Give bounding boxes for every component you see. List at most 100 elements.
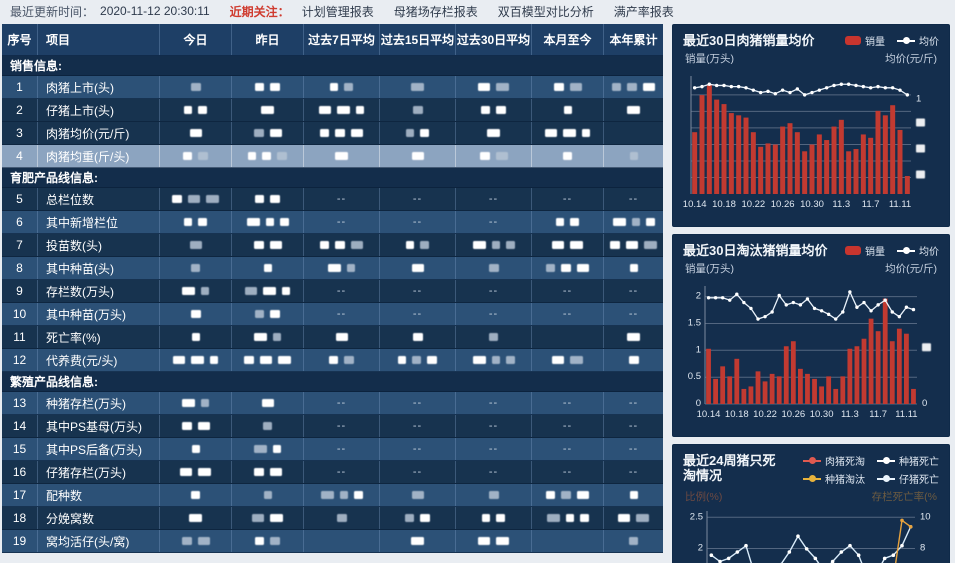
table-row[interactable]: 6 其中新增栏位 -- -- -- <box>2 211 663 234</box>
table-row[interactable]: 18 分娩窝数 <box>2 507 663 530</box>
data-cell <box>232 349 304 371</box>
legend-item[interactable]: 均价 <box>897 243 939 258</box>
data-cell <box>380 507 456 529</box>
column-header: 过去7日平均 <box>304 24 380 55</box>
table-row[interactable]: 17 配种数 <box>2 484 663 507</box>
legend-item[interactable]: 肉猪死淘 <box>803 453 865 468</box>
row-number: 16 <box>2 461 38 483</box>
charts-column: 最近30日肉猪销量均价 销量 均价 销量(万头) 均价(元/斤) 1 10.14 10… <box>672 24 950 563</box>
redacted-value-block <box>190 310 201 318</box>
redacted-value-block <box>478 83 490 91</box>
redacted-value-block <box>198 152 208 160</box>
table-row-selected[interactable]: 4 肉猪均重(斤/头) <box>2 145 663 168</box>
redacted-value-block <box>191 333 200 341</box>
link-model-compare[interactable]: 双百模型对比分析 <box>497 4 594 19</box>
table-row[interactable]: 16 仔猪存栏(万头) -- -- -- -- -- <box>2 461 663 484</box>
redacted-value-block <box>344 83 353 91</box>
empty-value: -- <box>628 193 639 205</box>
chart-plot: 2.521.510.5108642 <box>683 506 939 563</box>
legend-item[interactable]: 均价 <box>897 33 939 48</box>
row-number: 8 <box>2 257 38 279</box>
table-row[interactable]: 2 仔猪上市(头) <box>2 99 663 122</box>
table-row[interactable]: 15 其中PS后备(万头) -- -- -- -- -- <box>2 438 663 461</box>
data-cell <box>532 530 604 552</box>
empty-value: -- <box>562 308 573 320</box>
table-row[interactable]: 7 投苗数(头) <box>2 234 663 257</box>
data-cell <box>604 122 663 144</box>
redacted-value-block <box>188 195 200 203</box>
data-cell <box>304 507 380 529</box>
topbar: 最近更新时间： 2020-11-12 20:30:11 近期关注： 计划管理报表… <box>0 0 955 22</box>
redacted-value-block <box>546 491 555 499</box>
table-row[interactable]: 5 总栏位数 -- -- -- -- -- <box>2 188 663 211</box>
link-full-capacity-report[interactable]: 满产率报表 <box>613 4 674 19</box>
table-row[interactable]: 9 存栏数(万头) -- -- -- -- -- <box>2 280 663 303</box>
data-cell <box>532 211 604 233</box>
data-cell <box>232 415 304 437</box>
redacted-value-block <box>406 129 414 137</box>
data-cell <box>456 530 532 552</box>
link-plan-report[interactable]: 计划管理报表 <box>301 4 374 19</box>
table-row[interactable]: 3 肉猪均价(元/斤) <box>2 122 663 145</box>
row-number: 11 <box>2 326 38 348</box>
data-cell <box>380 484 456 506</box>
data-cell <box>232 211 304 233</box>
table-row[interactable]: 12 代养费(元/头) <box>2 349 663 372</box>
redacted-value-block <box>269 468 282 476</box>
row-label: 仔猪上市(头) <box>38 99 160 121</box>
row-label: 投苗数(头) <box>38 234 160 256</box>
redacted-value-block <box>255 83 264 91</box>
table-row[interactable]: 8 其中种苗(头) <box>2 257 663 280</box>
table-row[interactable]: 10 其中种苗(万头) -- -- -- -- -- <box>2 303 663 326</box>
redacted-value-block <box>627 106 640 114</box>
legend-item[interactable]: 销量 <box>845 243 885 258</box>
legend-item[interactable]: 仔猪死亡 <box>877 471 939 486</box>
data-cell <box>304 484 380 506</box>
data-cell <box>380 122 456 144</box>
redacted-value-block <box>488 264 499 272</box>
legend-item[interactable]: 销量 <box>845 33 885 48</box>
redacted-value-block <box>406 241 414 249</box>
row-number: 1 <box>2 76 38 98</box>
empty-value: -- <box>488 466 499 478</box>
redacted-value-block <box>610 241 620 249</box>
redacted-value-block <box>563 129 576 137</box>
data-cell <box>456 234 532 256</box>
svg-text:10.26: 10.26 <box>771 199 795 210</box>
data-cell <box>232 461 304 483</box>
row-label: 其中PS基母(万头) <box>38 415 160 437</box>
svg-text:10.18: 10.18 <box>712 199 736 210</box>
redacted-value-block <box>270 310 280 318</box>
table-row[interactable]: 14 其中PS基母(万头) -- -- -- -- -- <box>2 415 663 438</box>
redacted-value-block <box>337 106 350 114</box>
empty-value: -- <box>562 443 573 455</box>
right-axis-label: 均价(元/斤) <box>885 53 937 65</box>
chart-plot: 2 1.5 1 0.5 0 0 10.14 10.18 10.22 10.26 10.30 11.3 1… <box>683 278 939 420</box>
redacted-value-block <box>627 333 640 341</box>
table-row[interactable]: 11 死亡率(%) <box>2 326 663 349</box>
data-cell <box>532 76 604 98</box>
empty-value: -- <box>336 193 347 205</box>
legend-item[interactable]: 种猪死亡 <box>877 453 939 468</box>
row-label: 种猪存栏(万头) <box>38 392 160 414</box>
data-cell: -- <box>304 461 380 483</box>
redacted-value-block <box>481 106 490 114</box>
table-row[interactable]: 13 种猪存栏(万头) -- -- -- -- -- <box>2 392 663 415</box>
legend-item[interactable]: 种猪淘汰 <box>803 471 865 486</box>
redacted-value-block <box>262 152 271 160</box>
line-swatch-icon <box>803 457 821 464</box>
data-cell <box>160 484 232 506</box>
data-cell <box>456 145 532 167</box>
data-cell <box>232 530 304 552</box>
table-row[interactable]: 1 肉猪上市(头) <box>2 76 663 99</box>
data-cell <box>304 99 380 121</box>
redacted-value-block <box>612 83 621 91</box>
table-row[interactable]: 19 窝均活仔(头/窝) <box>2 530 663 553</box>
svg-text:10.22: 10.22 <box>753 409 777 420</box>
redacted-value-block <box>631 218 640 226</box>
data-cell <box>160 326 232 348</box>
chart-card-death-cull: 最近24周猪只死淘情况 肉猪死淘 种猪死亡 种猪淘汰 仔猪死亡 比例(%) 存栏死亡率… <box>672 444 950 563</box>
link-sow-farm-report[interactable]: 母猪场存栏报表 <box>393 4 478 19</box>
redacted-value-block <box>420 241 429 249</box>
row-label: 其中种苗(万头) <box>38 303 160 325</box>
